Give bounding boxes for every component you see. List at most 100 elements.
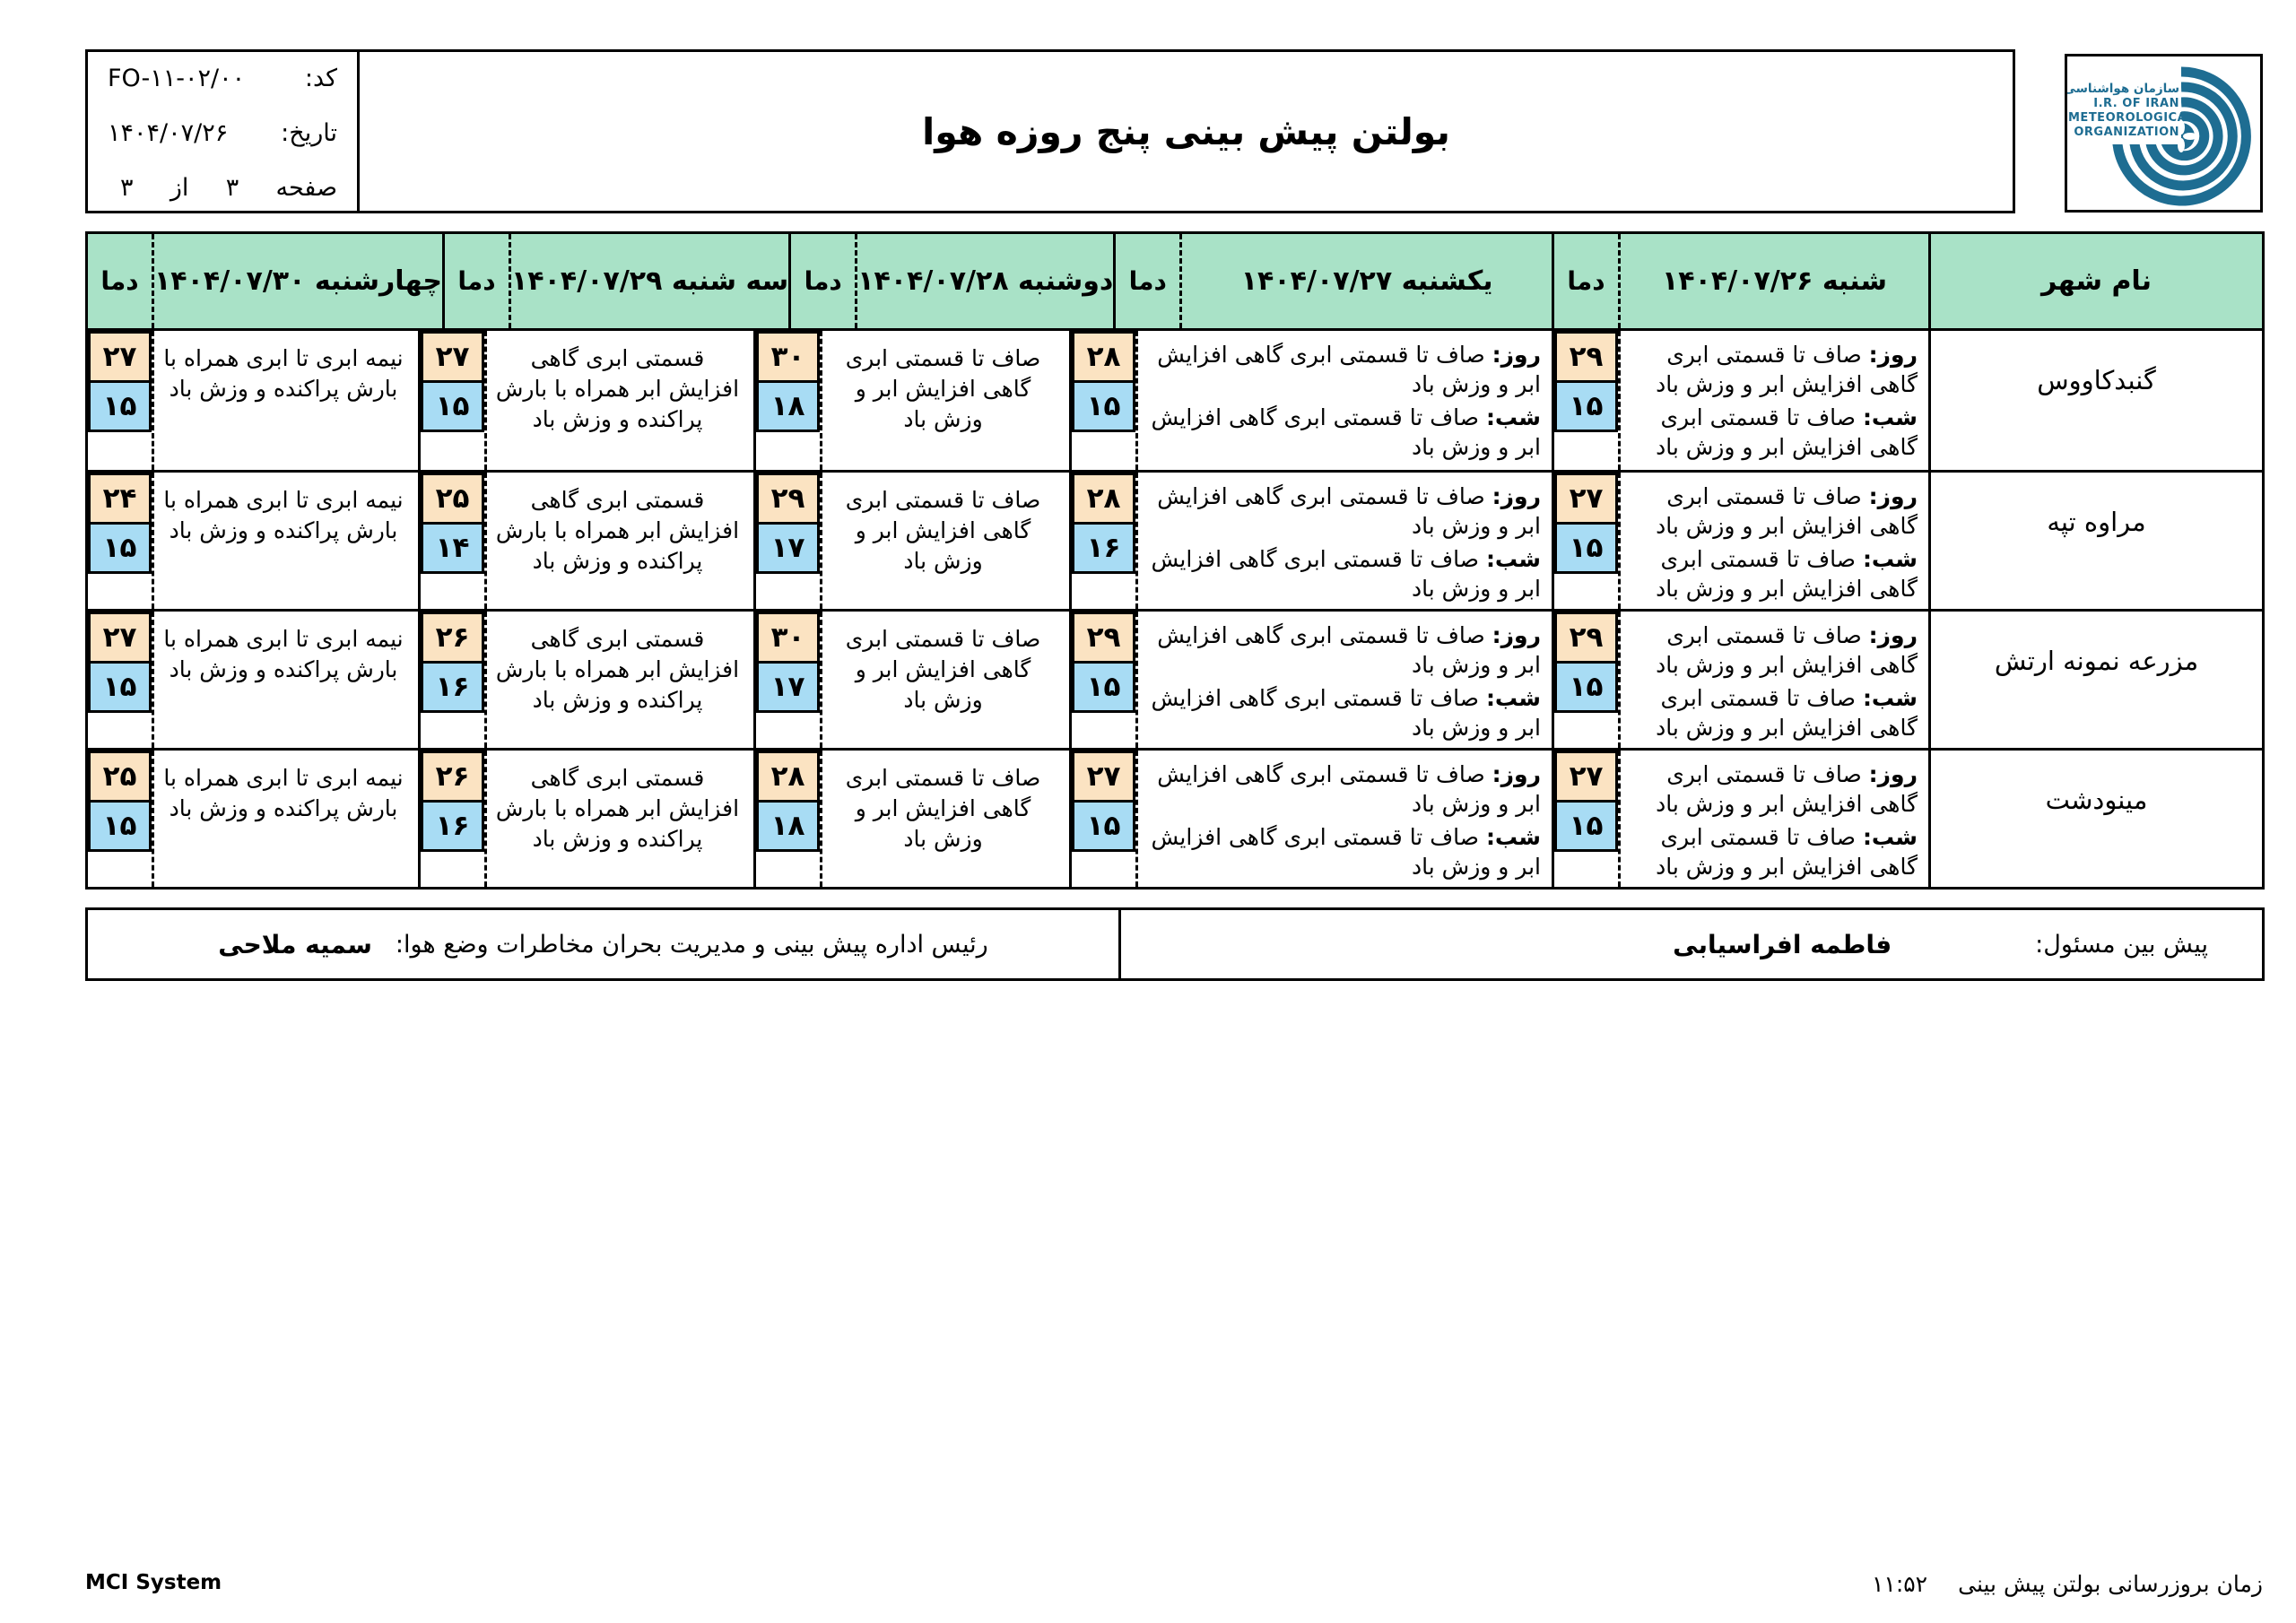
min-temp: ۱۵ <box>1554 800 1618 852</box>
day-date-header: یکشنبه ۱۴۰۴/۰۷/۲۷ <box>1240 265 1493 297</box>
forecast-text: نیمه ابری تا ابری همراه با بارش پراکنده … <box>163 345 404 402</box>
day-header-wednesday: چهارشنبه ۱۴۰۴/۰۷/۳۰ دما <box>88 234 442 328</box>
temp-header: دما <box>1554 234 1621 328</box>
night-label: شب: <box>1485 546 1541 572</box>
max-temp: ۲۸ <box>756 751 820 803</box>
temp-column: ۲۷ ۱۵ <box>1554 473 1621 609</box>
temp-header: دما <box>88 234 154 328</box>
night-forecast-text: صاف تا قسمتی ابری گاهی افزایش ابر و وزش … <box>1151 824 1541 880</box>
day-label: روز: <box>1492 483 1541 509</box>
page-label: صفحه <box>275 174 338 202</box>
forecast-cell-wednesday: نیمه ابری تا ابری همراه با بارش پراکنده … <box>88 473 418 609</box>
title-cell: بولتن پیش بینی پنج روزه هوا <box>360 52 2013 211</box>
top-header: بولتن پیش بینی پنج روزه هوا کد: FO-۱۱-۰۲… <box>85 49 2015 213</box>
forecast-cell-tuesday: قسمتی ابری گاهی افزایش ابر همراه با بارش… <box>418 751 753 887</box>
day-label: روز: <box>1868 761 1918 787</box>
max-temp: ۲۸ <box>1072 331 1135 383</box>
temp-column: ۲۶ ۱۶ <box>421 612 487 748</box>
table-row: گنبدکاووس روز: صاف تا قسمتی ابری گاهی اف… <box>88 331 2262 470</box>
max-temp: ۲۴ <box>88 473 152 525</box>
forecaster-name: فاطمه افراسیابی <box>1673 929 1892 959</box>
forecast-cell-saturday: روز: صاف تا قسمتی ابری گاهی افزایش ابر و… <box>1552 331 1928 470</box>
temp-column: ۲۷ ۱۵ <box>88 331 154 470</box>
forecast-cell-tuesday: قسمتی ابری گاهی افزایش ابر همراه با بارش… <box>418 473 753 609</box>
forecast-cell-monday: صاف تا قسمتی ابری گاهی افزایش ابر و وزش … <box>753 751 1069 887</box>
temp-column: ۲۸ ۱۵ <box>1072 331 1138 470</box>
code-value: FO-۱۱-۰۲/۰۰ <box>108 65 246 92</box>
page-number: ۳ <box>225 174 239 202</box>
day-forecast-text: صاف تا قسمتی ابری گاهی افزایش ابر و وزش … <box>1157 342 1541 397</box>
day-forecast-text: صاف تا قسمتی ابری گاهی افزایش ابر و وزش … <box>1656 761 1918 817</box>
forecast-cell-sunday: روز: صاف تا قسمتی ابری گاهی افزایش ابر و… <box>1069 751 1552 887</box>
forecast-text: صاف تا قسمتی ابری گاهی افزایش ابر و وزش … <box>845 765 1041 852</box>
temp-column: ۲۸ ۱۶ <box>1072 473 1138 609</box>
max-temp: ۲۹ <box>1554 612 1618 664</box>
max-temp: ۲۹ <box>1072 612 1135 664</box>
day-header-sunday: یکشنبه ۱۴۰۴/۰۷/۲۷ دما <box>1113 234 1552 328</box>
forecast-text: قسمتی ابری گاهی افزایش ابر همراه با بارش… <box>495 345 740 432</box>
forecast-text: قسمتی ابری گاهی افزایش ابر همراه با بارش… <box>495 487 740 574</box>
night-forecast-text: صاف تا قسمتی ابری گاهی افزایش ابر و وزش … <box>1151 546 1541 602</box>
update-time-value: ۱۱:۵۲ <box>1871 1571 1928 1597</box>
min-temp: ۱۵ <box>88 522 152 574</box>
temp-column: ۲۷ ۱۵ <box>1554 751 1621 887</box>
day-label: روز: <box>1868 483 1918 509</box>
max-temp: ۲۷ <box>421 331 484 383</box>
day-label: روز: <box>1492 761 1541 787</box>
forecast-cell-wednesday: نیمه ابری تا ابری همراه با بارش پراکنده … <box>88 751 418 887</box>
page-total: ۳ <box>120 174 134 202</box>
min-temp: ۱۸ <box>756 800 820 852</box>
day-date-header: سه شنبه ۱۴۰۴/۰۷/۲۹ <box>511 265 789 297</box>
code-line: کد: FO-۱۱-۰۲/۰۰ <box>108 65 337 92</box>
head-officer-name: سمیه ملاحی <box>218 929 372 959</box>
logo-org-name-en-3: ORGANIZATION <box>2074 126 2179 140</box>
night-forecast-text: صاف تا قسمتی ابری گاهی افزایش ابر و وزش … <box>1151 404 1541 460</box>
max-temp: ۲۷ <box>1554 473 1618 525</box>
forecast-text: نیمه ابری تا ابری همراه با بارش پراکنده … <box>163 765 404 821</box>
day-label: روز: <box>1868 622 1918 648</box>
max-temp: ۲۹ <box>756 473 820 525</box>
night-label: شب: <box>1862 685 1918 711</box>
min-temp: ۱۶ <box>1072 522 1135 574</box>
date-label: تاریخ: <box>281 119 337 147</box>
min-temp: ۱۸ <box>756 380 820 432</box>
forecaster-label: پیش بین مسئول: <box>2035 930 2208 959</box>
night-forecast-text: صاف تا قسمتی ابری گاهی افزایش ابر و وزش … <box>1656 685 1918 741</box>
day-date-header: دوشنبه ۱۴۰۴/۰۷/۲۸ <box>857 265 1114 297</box>
night-label: شب: <box>1485 824 1541 850</box>
min-temp: ۱۵ <box>1072 380 1135 432</box>
logo-text-block: سازمان هواشناسی کشور I.R. OF IRAN METEOR… <box>2067 80 2194 144</box>
day-label: روز: <box>1492 622 1541 648</box>
max-temp: ۲۷ <box>1554 751 1618 803</box>
night-forecast-text: صاف تا قسمتی ابری گاهی افزایش ابر و وزش … <box>1656 824 1918 880</box>
date-line: تاریخ: ۱۴۰۴/۰۷/۲۶ <box>108 119 337 147</box>
min-temp: ۱۶ <box>421 800 484 852</box>
temp-column: ۲۹ ۱۵ <box>1554 331 1621 470</box>
forecast-cell-saturday: روز: صاف تا قسمتی ابری گاهی افزایش ابر و… <box>1552 473 1928 609</box>
max-temp: ۲۷ <box>88 612 152 664</box>
night-label: شب: <box>1862 824 1918 850</box>
page-title: بولتن پیش بینی پنج روزه هوا <box>922 109 1450 153</box>
forecast-cell-saturday: روز: صاف تا قسمتی ابری گاهی افزایش ابر و… <box>1552 751 1928 887</box>
forecast-cell-monday: صاف تا قسمتی ابری گاهی افزایش ابر و وزش … <box>753 612 1069 748</box>
temp-column: ۲۷ ۱۵ <box>1072 751 1138 887</box>
table-row: مینودشت روز: صاف تا قسمتی ابری گاهی افزا… <box>88 748 2262 887</box>
night-label: شب: <box>1862 546 1918 572</box>
forecast-cell-tuesday: قسمتی ابری گاهی افزایش ابر همراه با بارش… <box>418 612 753 748</box>
day-label: روز: <box>1492 342 1541 368</box>
min-temp: ۱۴ <box>421 522 484 574</box>
min-temp: ۱۷ <box>756 522 820 574</box>
page-of-label: از <box>170 174 189 202</box>
temp-header: دما <box>445 234 511 328</box>
day-date-header: شنبه ۱۴۰۴/۰۷/۲۶ <box>1661 265 1888 297</box>
forecast-cell-monday: صاف تا قسمتی ابری گاهی افزایش ابر و وزش … <box>753 331 1069 470</box>
night-label: شب: <box>1485 685 1541 711</box>
forecast-cell-tuesday: قسمتی ابری گاهی افزایش ابر همراه با بارش… <box>418 331 753 470</box>
max-temp: ۲۵ <box>421 473 484 525</box>
forecast-cell-sunday: روز: صاف تا قسمتی ابری گاهی افزایش ابر و… <box>1069 473 1552 609</box>
forecast-text: قسمتی ابری گاهی افزایش ابر همراه با بارش… <box>495 765 740 852</box>
night-label: شب: <box>1862 404 1918 430</box>
city-name: مینودشت <box>1928 751 2262 887</box>
temp-column: ۲۵ ۱۵ <box>88 751 154 887</box>
temp-column: ۲۹ ۱۵ <box>1072 612 1138 748</box>
